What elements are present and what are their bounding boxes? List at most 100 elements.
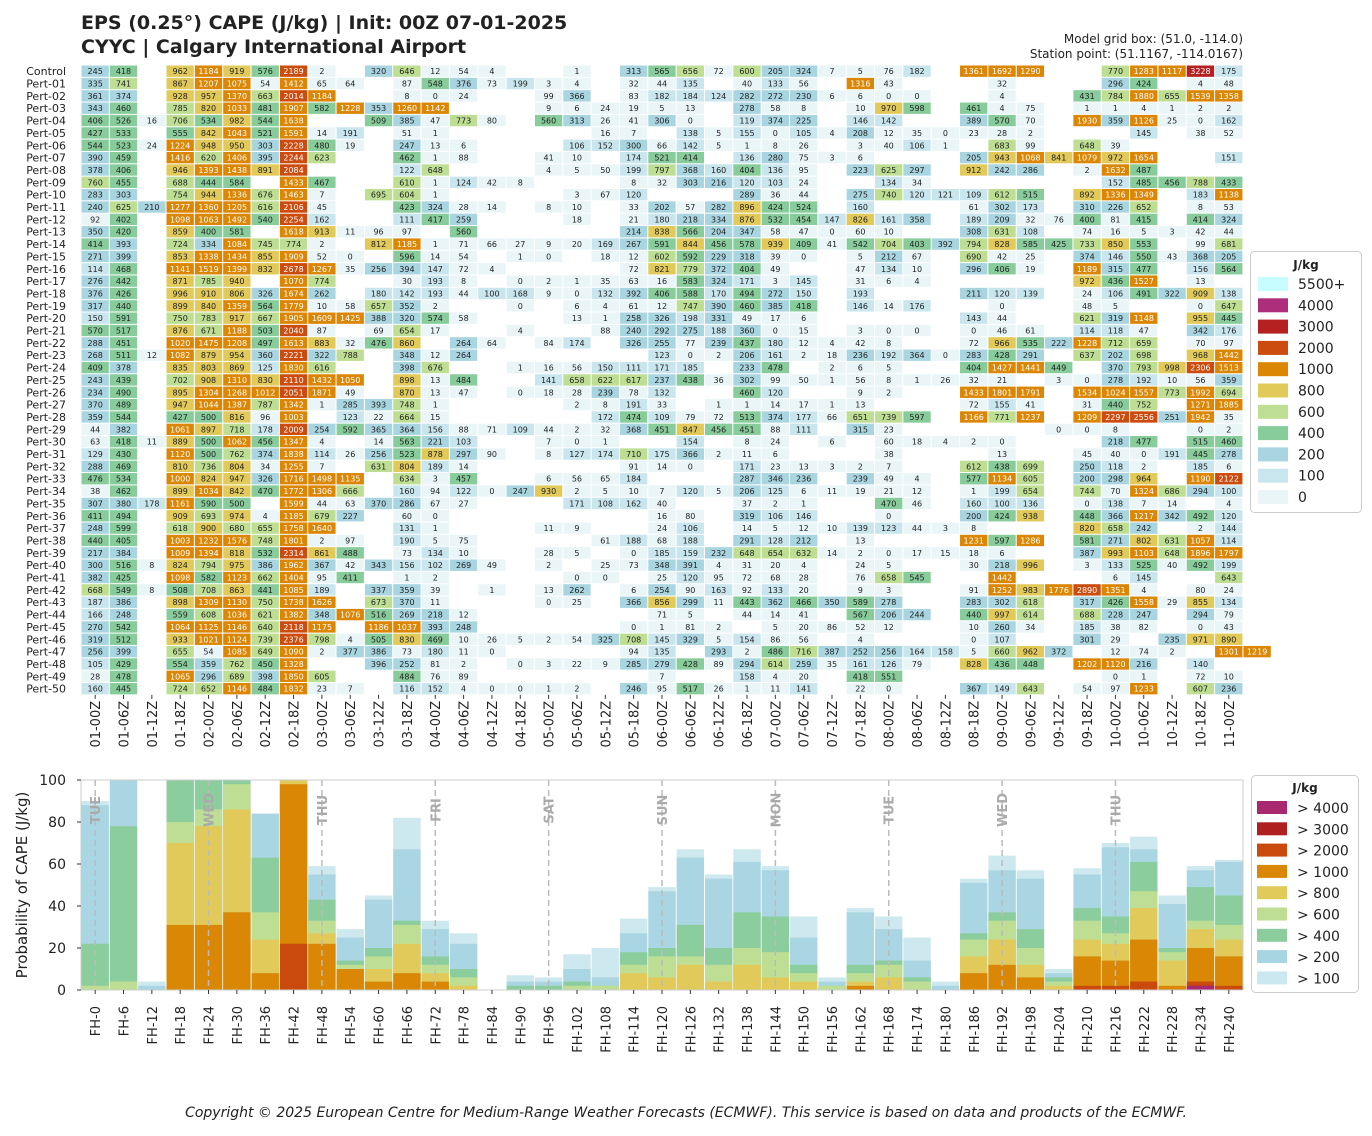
cell-value: 600 <box>739 67 754 76</box>
heatmap-cell <box>761 534 789 547</box>
heatmap-cell <box>421 633 449 645</box>
cell-value: 698 <box>1136 351 1151 360</box>
cell-value: 125 <box>258 364 273 373</box>
cell-value: 43 <box>1167 252 1177 261</box>
heatmap-cell <box>194 164 223 176</box>
heatmap-cell <box>619 337 648 349</box>
heatmap-cell <box>393 559 421 571</box>
heatmap-cell <box>1073 596 1101 608</box>
heatmap-cell <box>676 411 704 423</box>
member-label: Pert-37 <box>26 522 66 535</box>
cell-value: 358 <box>909 215 924 224</box>
cell-value: 1082 <box>170 351 190 360</box>
heatmap-cell <box>1101 337 1130 349</box>
heatmap-cell <box>818 621 846 633</box>
cell-value: 824 <box>201 475 216 484</box>
heatmap-cell <box>251 164 279 176</box>
heatmap-cell <box>619 683 648 695</box>
heatmap-cell <box>393 423 421 435</box>
member-label: Pert-16 <box>26 263 66 276</box>
legend-label: > 800 <box>1297 886 1340 902</box>
heatmap-cell <box>733 189 761 201</box>
cell-value: 389 <box>966 117 981 126</box>
cell-value: 18 <box>912 438 922 447</box>
cell-value: 724 <box>173 685 188 694</box>
heatmap-cell <box>733 151 761 164</box>
cell-value: 256 <box>371 450 386 459</box>
cell-value: 13 <box>685 104 695 113</box>
heatmap-cell <box>109 176 138 188</box>
cell-value: 16 <box>657 512 667 521</box>
heatmap-cell <box>1101 645 1130 658</box>
heatmap-cell <box>960 114 988 127</box>
heatmap-cell <box>81 127 109 139</box>
cell-value: 449 <box>1051 364 1066 373</box>
heatmap-cell <box>563 275 591 287</box>
heatmap-cell <box>1101 534 1130 547</box>
cell-value: 21 <box>884 487 894 496</box>
heatmap-cell <box>138 139 166 151</box>
cell-value: 1189 <box>1077 265 1097 274</box>
heatmap-cell <box>875 645 903 658</box>
heatmap-cell <box>1130 164 1158 176</box>
heatmap-cell <box>676 448 704 460</box>
cell-value: 8 <box>149 561 154 570</box>
cell-value: 163 <box>711 586 726 595</box>
cell-value: 704 <box>881 240 896 249</box>
heatmap-cell <box>109 658 138 670</box>
cell-value: 4 <box>263 512 268 521</box>
heatmap-cell <box>733 497 761 510</box>
cell-value: 631 <box>371 462 386 471</box>
cell-value: 614 <box>768 660 783 669</box>
heatmap-cell <box>790 621 818 633</box>
heatmap-cell <box>308 226 336 238</box>
cell-value: 54 <box>203 648 213 657</box>
cell-value: 250 <box>1079 462 1094 471</box>
cell-value: 174 <box>626 154 641 163</box>
cell-value: 0 <box>518 685 523 694</box>
cell-value: 1 <box>404 574 409 583</box>
heatmap-cell <box>563 658 591 670</box>
heatmap-cell <box>591 411 619 423</box>
bar-segment <box>563 981 591 990</box>
legend-label: 100 <box>1298 469 1325 485</box>
cell-value: 662 <box>258 574 273 583</box>
heatmap-cell <box>364 596 393 608</box>
cell-value: 39 <box>430 586 440 595</box>
heatmap-cell <box>988 139 1016 151</box>
heatmap-cell <box>1016 596 1045 608</box>
cell-value: 1117 <box>1162 67 1182 76</box>
cell-value: 478 <box>116 672 131 681</box>
cell-value: 460 <box>739 302 754 311</box>
cell-value: 32 <box>629 80 639 89</box>
heatmap-cell <box>279 510 308 522</box>
cell-value: 68 <box>657 536 667 545</box>
heatmap-cell <box>1016 127 1045 139</box>
heatmap-cell <box>1130 608 1158 621</box>
cell-value: 1779 <box>283 302 303 311</box>
cell-value: 583 <box>683 277 698 286</box>
cell-value: 31 <box>1082 401 1092 410</box>
heatmap-cell <box>846 571 875 584</box>
cell-value: 2 <box>574 401 579 410</box>
heatmap-cell <box>1158 633 1186 645</box>
heatmap-cell <box>733 522 761 534</box>
heatmap-cell <box>988 485 1016 497</box>
cell-value: 10 <box>884 228 894 237</box>
heatmap-cell <box>393 300 421 312</box>
heatmap-cell <box>81 250 109 263</box>
cell-value: 80 <box>487 117 497 126</box>
cell-value: 44 <box>317 499 327 508</box>
cell-value: 49 <box>884 475 894 484</box>
x-tick-label: 01-12Z <box>146 701 161 748</box>
cell-value: 2 <box>1085 166 1090 175</box>
heatmap-cell <box>563 386 591 398</box>
heatmap-cell <box>81 90 109 102</box>
cell-value: 210 <box>144 203 159 212</box>
heatmap-cell <box>903 238 931 250</box>
heatmap-cell <box>194 250 223 263</box>
heatmap-cell <box>960 497 988 510</box>
heatmap-cell <box>960 436 988 448</box>
cell-value: 12 <box>799 339 809 348</box>
member-label: Pert-38 <box>26 534 66 547</box>
